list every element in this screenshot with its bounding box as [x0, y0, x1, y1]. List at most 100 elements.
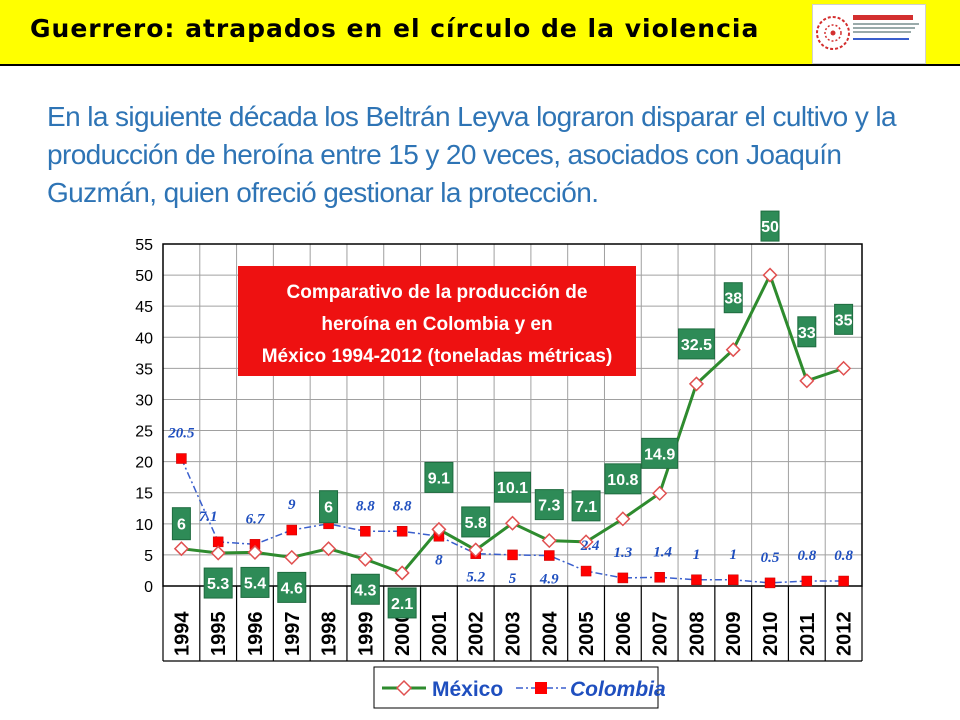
chart-legend: México Colombia	[373, 666, 666, 709]
mexico-label-box	[387, 587, 417, 619]
colombia-data-label: 2.4	[580, 538, 600, 554]
mexico-data-label: 6	[324, 500, 333, 517]
mexico-label-box	[171, 507, 191, 541]
colombia-data-label: 0.8	[834, 548, 853, 564]
colombia-data-label: 0.8	[797, 548, 816, 564]
mexico-label-box	[677, 328, 715, 360]
x-tick-label: 2002	[466, 612, 488, 657]
mexico-label-box	[834, 303, 854, 335]
mexico-point	[541, 533, 557, 549]
x-tick-label: 2006	[613, 612, 635, 657]
logo-emblem-icon	[816, 16, 850, 50]
x-tick-label: 1998	[319, 612, 341, 657]
colombia-data-label: 1	[693, 547, 701, 563]
mexico-data-label: 4.3	[354, 582, 376, 599]
colombia-data-label: 1.4	[653, 544, 672, 560]
x-tick-label: 2001	[429, 612, 451, 657]
series-markers	[173, 267, 852, 589]
mexico-label-box	[723, 282, 743, 314]
colombia-data-label: 4.9	[539, 572, 559, 588]
y-tick-label: 10	[135, 517, 153, 534]
colombia-point	[360, 526, 371, 537]
mexico-label-box	[461, 506, 491, 538]
colombia-data-label: 5.2	[466, 570, 485, 586]
mexico-point	[173, 541, 189, 557]
y-tick-label: 35	[135, 361, 153, 378]
legend-mexico-label: México	[432, 678, 503, 701]
slide-title: Guerrero: atrapados en el círculo de la …	[30, 14, 760, 43]
y-tick-label: 40	[135, 330, 153, 347]
mexico-data-label: 33	[798, 325, 816, 342]
colombia-point	[838, 575, 849, 587]
mexico-label-box	[277, 571, 307, 603]
mexico-data-label: 6	[177, 517, 186, 534]
colombia-point	[286, 524, 298, 536]
mexico-point	[210, 545, 226, 561]
mexico-data-label: 10.8	[607, 472, 638, 489]
colombia-data-label: 6.7	[246, 511, 265, 527]
mexico-point	[725, 342, 741, 358]
x-tick-label: 1997	[282, 612, 304, 657]
mexico-label-box	[797, 316, 817, 348]
colombia-point	[727, 574, 739, 586]
x-tick-label: 1995	[208, 612, 230, 657]
mexico-data-label: 38	[724, 291, 742, 308]
mexico-point	[431, 521, 447, 537]
colombia-point	[507, 549, 518, 561]
y-tick-label: 20	[135, 455, 153, 472]
y-axis-ticks: 0 5 10 15 20 25 30 35 40 45 50 55	[135, 237, 153, 596]
colombia-data-label: 0.5	[761, 550, 780, 566]
y-tick-label: 0	[144, 579, 153, 596]
x-tick-label: 2007	[650, 612, 672, 657]
mexico-data-label: 2.1	[391, 596, 413, 613]
mexico-point	[652, 485, 668, 501]
x-tick-label: 1999	[355, 612, 377, 657]
mexico-label-box	[350, 573, 380, 605]
colombia-point	[580, 565, 592, 577]
chart-frame	[162, 243, 863, 662]
colombia-point	[654, 572, 665, 583]
mexico-point	[578, 534, 594, 550]
mexico-data-label: 14.9	[644, 446, 675, 463]
mexico-point	[468, 542, 484, 558]
x-axis-ticks: 1994 1995 1996 1997 1998 1999 2000 2001 2002 2003…	[171, 611, 855, 656]
x-tick-label: 2005	[576, 612, 598, 657]
colombia-point	[212, 536, 224, 548]
mexico-data-label: 5.8	[465, 515, 487, 532]
y-tick-label: 25	[135, 424, 153, 441]
title-bar: Guerrero: atrapados en el círculo de la …	[0, 0, 960, 66]
mexico-point	[615, 511, 631, 527]
colombia-data-label: 8	[435, 552, 443, 568]
colombia-point	[764, 577, 776, 589]
mexico-point	[799, 373, 815, 389]
x-tick-label: 1994	[171, 611, 193, 656]
chart-title-box: Comparativo de la producción de heroína e…	[238, 266, 636, 376]
x-tick-label: 1996	[245, 612, 267, 657]
colombia-point	[396, 526, 408, 537]
mexico-label-box	[760, 210, 780, 242]
logo	[812, 4, 926, 64]
mexico-point	[320, 541, 337, 557]
y-tick-label: 45	[135, 299, 153, 316]
y-tick-label: 50	[135, 268, 153, 285]
mexico-point	[357, 551, 373, 567]
colombia-point	[691, 574, 702, 586]
x-tick-label: 2000	[392, 612, 414, 657]
chart-title-line: heroína en Colombia y en	[321, 314, 552, 335]
mexico-data-label: 7.3	[538, 498, 560, 515]
mexico-label-box	[424, 461, 454, 493]
x-tick-label: 2011	[797, 613, 819, 656]
colombia-data-label: 5	[509, 571, 517, 587]
intro-paragraph: En la siguiente década los Beltrán Leyva…	[47, 101, 897, 208]
legend-colombia-label: Colombia	[570, 678, 666, 701]
chart-title-line: México 1994-2012 (toneladas métricas)	[262, 346, 613, 367]
mexico-data-label: 5.4	[244, 575, 266, 592]
mexico-label-box	[319, 490, 339, 524]
mexico-label-box	[240, 566, 270, 598]
legend-mexico-marker	[395, 679, 413, 697]
plot-border	[162, 243, 863, 587]
y-tick-label: 30	[135, 392, 153, 409]
chart-title-background	[238, 266, 636, 376]
mexico-data-label: 7.1	[575, 499, 597, 516]
colombia-data-label: 1	[729, 547, 737, 563]
